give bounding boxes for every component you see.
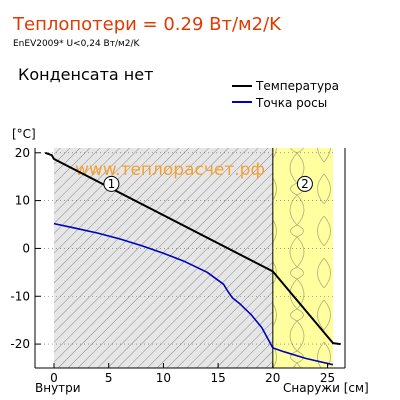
x-tick-label: 5 [105, 371, 113, 385]
x-label-outside: Снаружи [см] [283, 381, 369, 395]
legend-label-dew-point: Точка росы [255, 96, 327, 110]
legend-label-temperature: Температура [255, 79, 339, 93]
y-tick-label: 20 [15, 146, 30, 160]
series-dew-point-line [53, 222, 334, 366]
y-tick-label: 0 [22, 241, 30, 255]
layer-2-label: 2 [301, 177, 309, 191]
chart-subtitle: EnEV2009* U<0,24 Вт/м2/K [13, 39, 141, 49]
x-tick-label: 10 [156, 371, 171, 385]
y-tick-label: 10 [15, 194, 30, 208]
layer-1-band [54, 148, 273, 368]
x-tick-label: 15 [210, 371, 225, 385]
x-label-inside: Внутри [35, 381, 81, 395]
condensate-status: Конденсата нет [18, 65, 153, 84]
y-tick-label: -10 [10, 289, 30, 303]
chart-title: Теплопотери = 0.29 Вт/м2/K [12, 14, 282, 35]
layer-1-label: 1 [108, 177, 116, 191]
watermark: www.теплорасчет.рф [75, 160, 265, 180]
layer-1-marker [103, 175, 120, 192]
y-tick-label: -20 [10, 337, 30, 351]
x-tick-label: 20 [265, 371, 280, 385]
y-axis-label: [°C] [12, 127, 36, 141]
x-tick-label: 25 [320, 371, 335, 385]
layer-2-marker [296, 175, 313, 192]
x-tick-label: 0 [50, 371, 58, 385]
series-temperature-line [44, 151, 341, 346]
